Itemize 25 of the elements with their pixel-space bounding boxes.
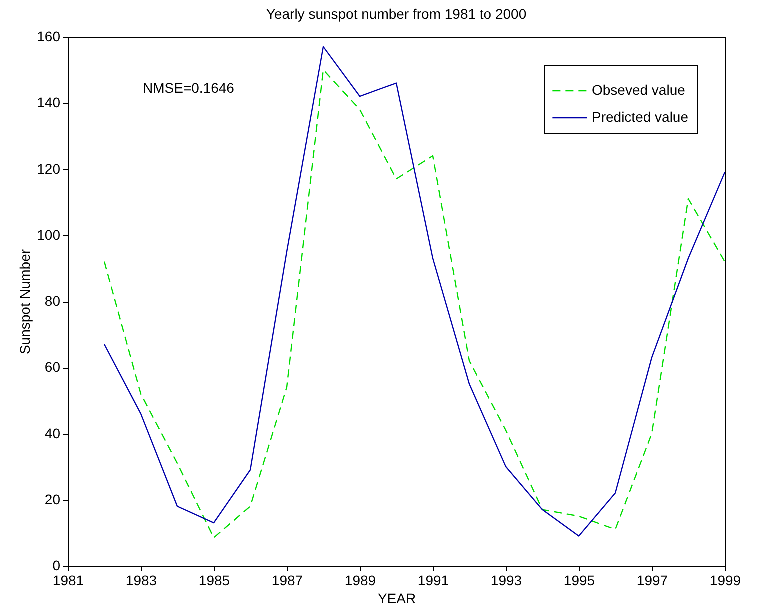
y-tick-label: 160 [37,28,61,44]
chart-title: Yearly sunspot number from 1981 to 2000 [266,6,527,22]
y-tick-label: 80 [44,293,61,309]
x-tick-label: 1995 [564,572,596,588]
x-tick-label: 1983 [126,572,158,588]
x-tick-label: 1999 [710,572,742,588]
y-tick-label: 100 [37,226,61,243]
y-tick-label: 60 [44,359,61,376]
x-tick-label: 1993 [490,572,522,588]
x-tick-label: 1987 [272,572,304,588]
x-axis-title: YEAR [378,590,416,606]
annotation: NMSE=0.1646 [143,80,235,96]
legend-label: Predicted value [592,109,689,125]
x-tick-label: 1991 [418,572,450,588]
x-tick-label: 1981 [52,572,84,588]
x-tick-label: 1985 [198,572,230,588]
x-tick-label: 1997 [636,572,668,588]
legend-label: Obseved value [592,82,686,98]
y-tick-label: 20 [44,491,61,508]
y-tick-label: 0 [52,558,61,574]
y-tick-label: 40 [44,425,61,442]
x-tick-label: 1989 [344,572,376,588]
y-axis-title: Sunspot Number [17,249,34,355]
y-tick-label: 140 [37,94,61,111]
y-tick-label: 120 [37,160,61,177]
